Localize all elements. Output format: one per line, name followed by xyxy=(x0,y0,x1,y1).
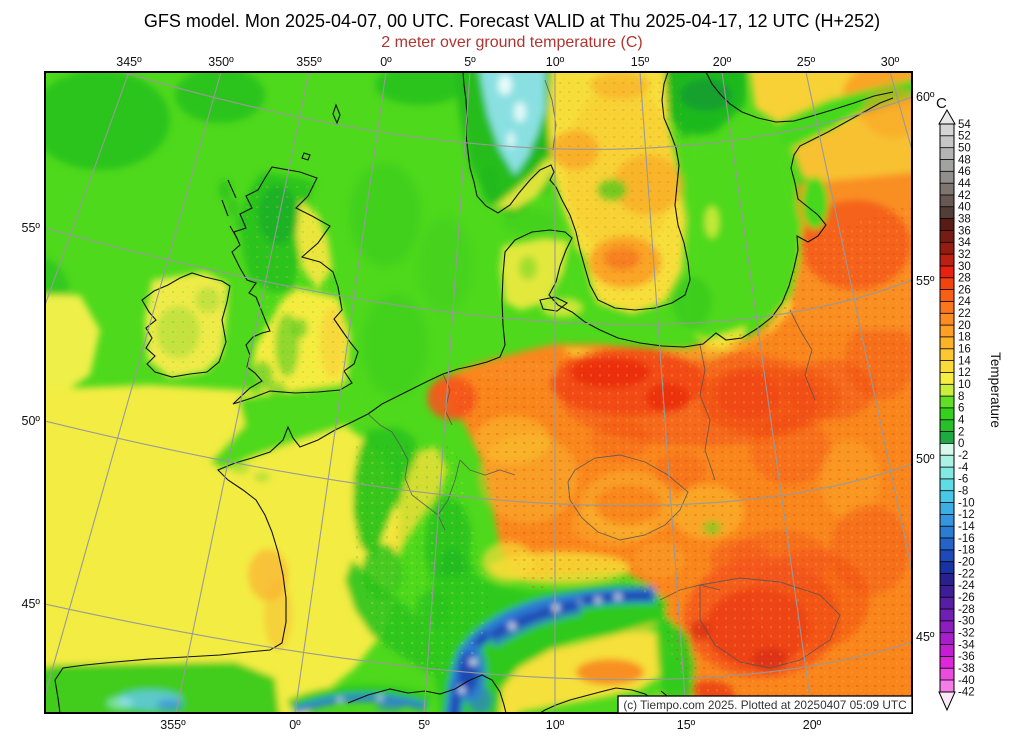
svg-text:2 meter over ground temperatur: 2 meter over ground temperature (C) xyxy=(381,34,642,51)
svg-text:16: 16 xyxy=(958,344,971,356)
svg-text:2: 2 xyxy=(958,426,964,438)
svg-text:(c) Tiempo.com 2025. Plotted a: (c) Tiempo.com 2025. Plotted at 20250407… xyxy=(623,698,907,712)
svg-text:-20: -20 xyxy=(958,557,975,569)
svg-text:50º: 50º xyxy=(22,414,41,428)
svg-text:30: 30 xyxy=(958,261,971,273)
svg-text:32: 32 xyxy=(958,249,971,261)
svg-text:-38: -38 xyxy=(958,663,975,675)
svg-text:355º: 355º xyxy=(296,55,322,69)
svg-text:36: 36 xyxy=(958,225,971,237)
svg-text:-42: -42 xyxy=(958,687,975,699)
svg-text:-10: -10 xyxy=(958,497,975,509)
svg-text:42: 42 xyxy=(958,190,971,202)
svg-text:55º: 55º xyxy=(22,221,41,235)
svg-text:14: 14 xyxy=(958,355,971,367)
svg-text:5º: 5º xyxy=(418,718,430,732)
svg-text:Temperature: Temperature xyxy=(988,352,1003,428)
svg-text:-36: -36 xyxy=(958,651,975,663)
svg-text:0: 0 xyxy=(958,438,964,450)
svg-text:6: 6 xyxy=(958,403,964,415)
svg-text:-12: -12 xyxy=(958,509,975,521)
svg-text:-22: -22 xyxy=(958,568,975,580)
svg-text:-32: -32 xyxy=(958,628,975,640)
svg-text:50º: 50º xyxy=(916,452,935,466)
svg-text:5º: 5º xyxy=(464,55,476,69)
svg-text:46: 46 xyxy=(958,166,971,178)
svg-text:-18: -18 xyxy=(958,545,975,557)
svg-text:45º: 45º xyxy=(22,597,41,611)
svg-text:54: 54 xyxy=(958,119,971,131)
svg-text:38: 38 xyxy=(958,213,971,225)
svg-text:55º: 55º xyxy=(916,274,935,288)
svg-text:-34: -34 xyxy=(958,639,975,651)
svg-text:10: 10 xyxy=(958,379,971,391)
svg-text:50: 50 xyxy=(958,143,971,155)
svg-text:-26: -26 xyxy=(958,592,975,604)
svg-text:52: 52 xyxy=(958,131,971,143)
svg-text:355º: 355º xyxy=(160,718,186,732)
svg-text:24: 24 xyxy=(958,296,971,308)
svg-text:40: 40 xyxy=(958,202,971,214)
svg-text:20º: 20º xyxy=(713,55,732,69)
svg-text:350º: 350º xyxy=(208,55,234,69)
svg-text:20º: 20º xyxy=(803,718,822,732)
svg-text:-16: -16 xyxy=(958,533,975,545)
svg-text:34: 34 xyxy=(958,237,971,249)
svg-text:-4: -4 xyxy=(958,462,969,474)
svg-text:-14: -14 xyxy=(958,521,975,533)
svg-text:44: 44 xyxy=(958,178,971,190)
svg-text:0º: 0º xyxy=(289,718,301,732)
svg-text:-40: -40 xyxy=(958,675,975,687)
svg-text:-6: -6 xyxy=(958,474,968,486)
svg-text:-28: -28 xyxy=(958,604,975,616)
svg-text:-2: -2 xyxy=(958,450,968,462)
svg-text:8: 8 xyxy=(958,391,964,403)
svg-text:C: C xyxy=(936,95,947,112)
svg-text:GFS model. Mon 2025-04-07, 00: GFS model. Mon 2025-04-07, 00 UTC. Forec… xyxy=(144,11,880,31)
svg-text:20: 20 xyxy=(958,320,971,332)
svg-text:345º: 345º xyxy=(116,55,142,69)
svg-text:4: 4 xyxy=(958,415,965,427)
svg-text:-24: -24 xyxy=(958,580,975,592)
svg-text:-8: -8 xyxy=(958,486,968,498)
svg-text:0º: 0º xyxy=(380,55,392,69)
svg-text:60º: 60º xyxy=(916,90,935,104)
svg-text:15º: 15º xyxy=(677,718,696,732)
svg-text:28: 28 xyxy=(958,273,971,285)
svg-text:30º: 30º xyxy=(881,55,900,69)
svg-text:48: 48 xyxy=(958,154,971,166)
svg-text:10º: 10º xyxy=(546,718,565,732)
svg-text:25º: 25º xyxy=(797,55,816,69)
svg-text:10º: 10º xyxy=(546,55,565,69)
svg-text:26: 26 xyxy=(958,284,971,296)
svg-text:18: 18 xyxy=(958,332,971,344)
svg-text:15º: 15º xyxy=(631,55,650,69)
svg-text:45º: 45º xyxy=(916,630,935,644)
svg-text:12: 12 xyxy=(958,367,971,379)
svg-text:-30: -30 xyxy=(958,616,975,628)
svg-text:22: 22 xyxy=(958,308,971,320)
